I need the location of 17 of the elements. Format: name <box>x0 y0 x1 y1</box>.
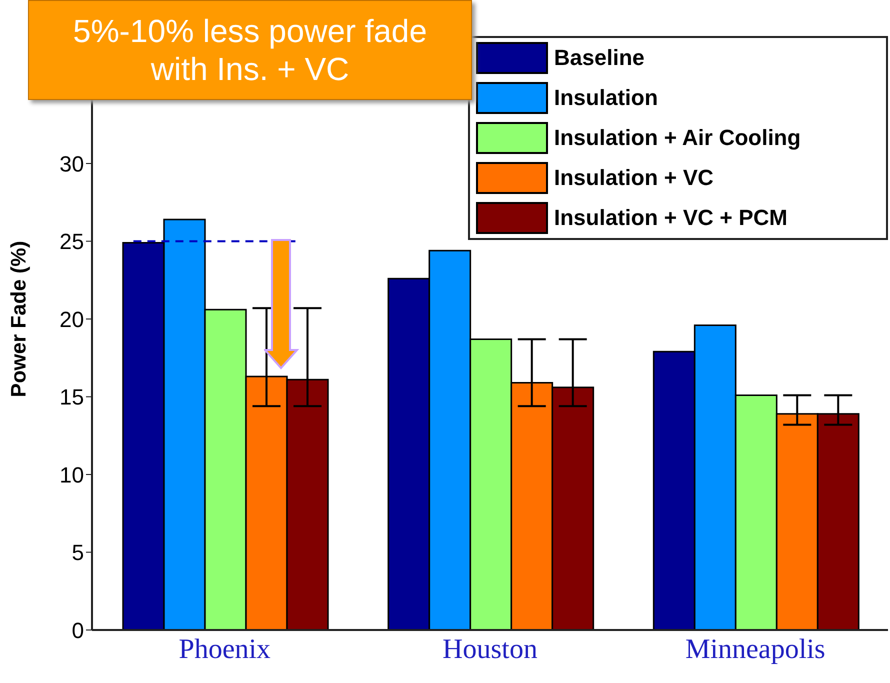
y-tick-label: 10 <box>60 462 84 488</box>
y-axis-title: Power Fade (%) <box>7 240 30 398</box>
legend-label: Insulation + Air Cooling <box>554 125 801 151</box>
legend-label: Insulation <box>554 85 658 111</box>
annotation: 5%-10% less power fade with Ins. + VC <box>28 0 472 100</box>
legend-label: Baseline <box>554 45 644 71</box>
y-tick-label: 25 <box>60 229 84 254</box>
legend-label: Insulation + VC + PCM <box>554 205 788 231</box>
x-tick-label: Minneapolis <box>685 634 826 665</box>
y-tick-label: 5 <box>72 540 84 566</box>
y-tick-label: 15 <box>60 384 84 410</box>
y-tick-label: 0 <box>72 618 84 643</box>
y-tick-label: 20 <box>60 306 84 332</box>
legend-label: Insulation + VC <box>554 165 714 191</box>
x-tick-label: Phoenix <box>178 634 271 665</box>
x-tick-label: Houston <box>442 634 538 665</box>
y-tick-label: 30 <box>60 151 84 176</box>
